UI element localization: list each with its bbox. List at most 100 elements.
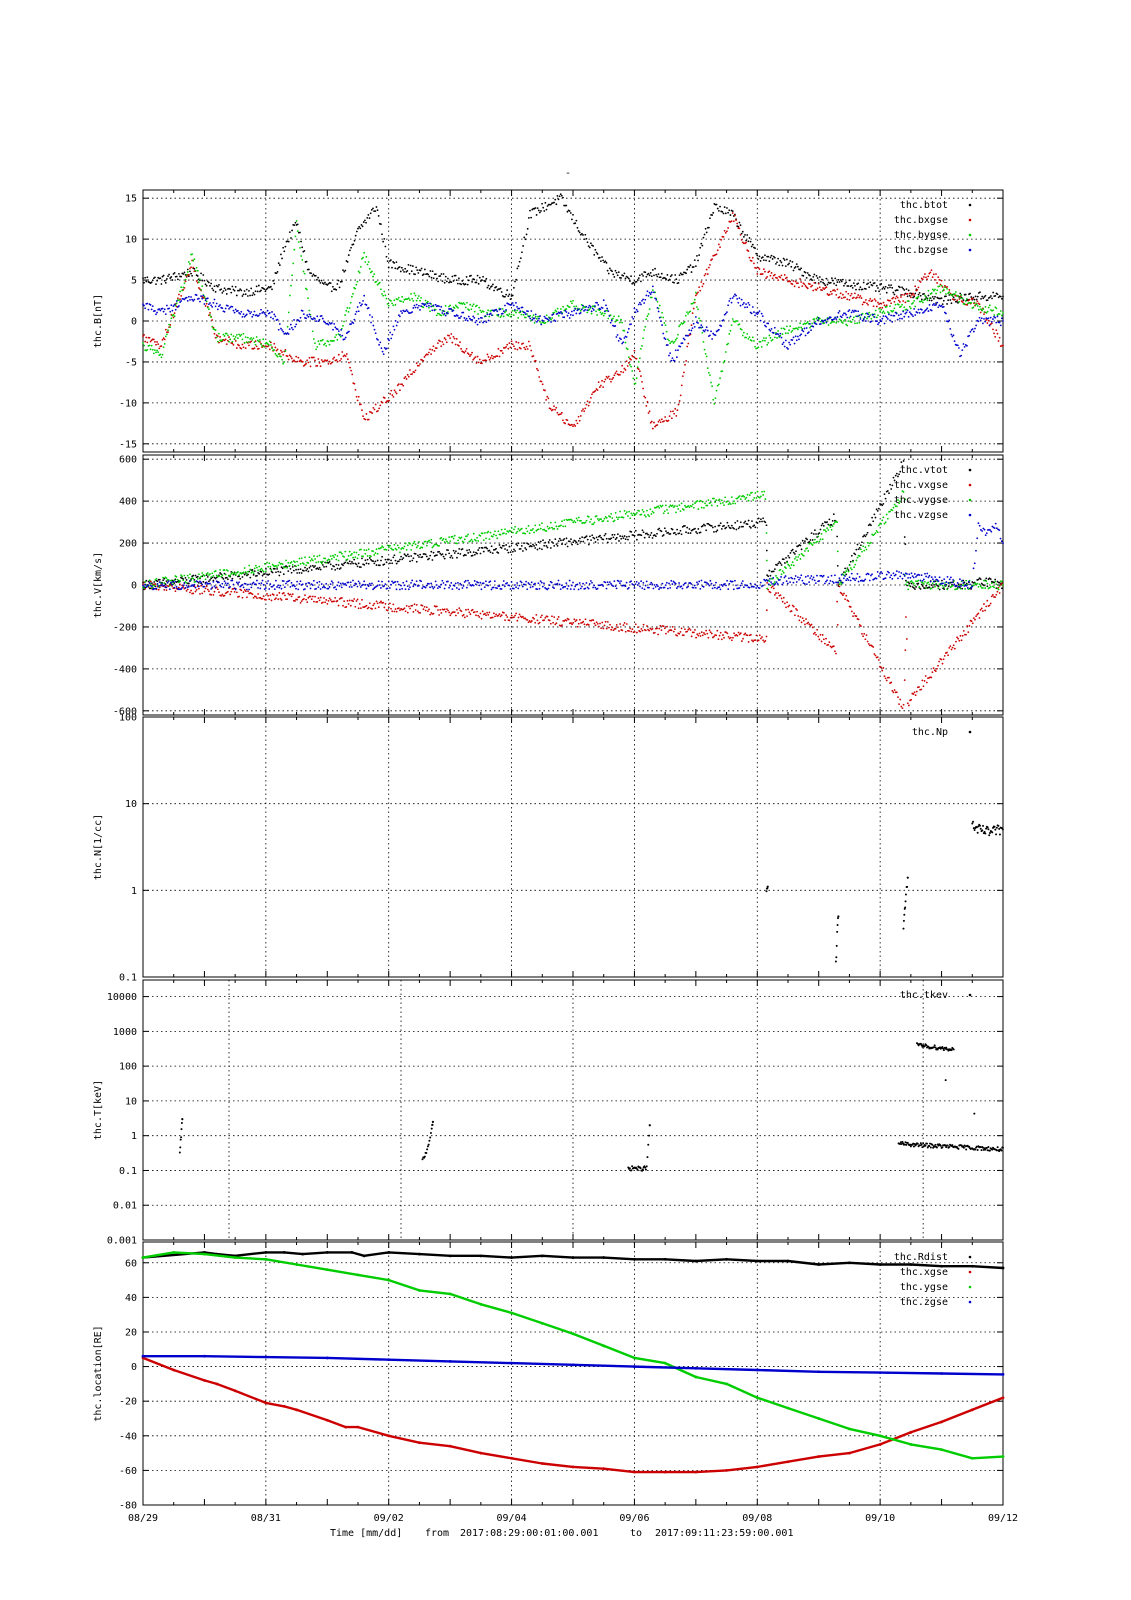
data-point — [924, 309, 927, 312]
data-point — [176, 297, 179, 300]
data-point — [978, 617, 981, 619]
data-point — [865, 533, 868, 536]
data-point — [172, 313, 175, 316]
data-point — [603, 312, 606, 315]
data-point — [884, 285, 887, 288]
data-point — [665, 330, 668, 333]
data-point — [621, 342, 624, 345]
data-point — [888, 492, 890, 495]
data-point — [744, 632, 747, 635]
data-point — [404, 610, 407, 613]
data-point — [761, 273, 764, 275]
data-point — [617, 271, 620, 274]
data-point — [601, 256, 603, 258]
data-point — [761, 339, 764, 342]
data-point — [441, 553, 444, 555]
data-point — [233, 311, 236, 314]
data-point — [858, 288, 861, 291]
data-point — [741, 303, 744, 306]
data-point — [811, 322, 814, 325]
data-point — [219, 336, 221, 338]
data-point — [594, 624, 597, 627]
data-point — [692, 631, 695, 634]
data-point — [463, 351, 466, 354]
data-point — [908, 305, 911, 308]
data-point — [240, 589, 243, 592]
data-point — [641, 344, 643, 347]
data-point — [263, 562, 266, 565]
data-point — [183, 298, 186, 301]
data-point — [482, 550, 485, 553]
data-point — [529, 345, 531, 347]
data-point — [372, 275, 374, 278]
data-point — [796, 328, 799, 331]
data-point — [146, 341, 149, 344]
data-point — [852, 316, 855, 319]
data-point — [296, 572, 299, 574]
data-point — [324, 342, 326, 345]
data-point — [345, 309, 348, 312]
data-point — [790, 331, 793, 333]
data-point — [917, 295, 920, 298]
data-point — [800, 267, 803, 270]
data-point — [522, 313, 525, 316]
data-point — [751, 256, 754, 259]
data-point — [621, 321, 624, 324]
data-point — [197, 287, 200, 289]
data-point — [337, 564, 340, 566]
data-point — [727, 636, 730, 638]
data-point — [223, 287, 226, 290]
data-point — [357, 310, 360, 313]
data-point — [773, 326, 776, 329]
data-point — [287, 333, 290, 335]
data-point — [708, 629, 711, 632]
data-point — [172, 316, 175, 319]
data-point — [241, 596, 244, 599]
data-point — [932, 667, 935, 670]
data-point — [967, 631, 970, 634]
data-point — [743, 633, 746, 636]
data-point — [272, 594, 275, 596]
data-point — [648, 308, 651, 311]
data-point — [850, 284, 853, 287]
data-point — [163, 342, 166, 345]
data-point — [800, 326, 803, 329]
data-point — [411, 265, 414, 267]
data-point — [238, 333, 240, 336]
data-point — [251, 339, 254, 341]
data-point — [670, 274, 673, 276]
data-point — [601, 312, 604, 314]
data-point — [439, 340, 441, 343]
data-point — [501, 312, 504, 315]
data-point — [322, 283, 325, 285]
data-point — [362, 221, 365, 223]
data-point — [265, 288, 268, 291]
data-point — [244, 293, 247, 296]
data-point — [407, 263, 410, 266]
data-point — [275, 349, 278, 352]
data-point — [472, 358, 475, 361]
data-point — [984, 320, 987, 323]
data-point — [316, 345, 319, 348]
data-point — [698, 254, 701, 257]
data-point — [261, 574, 264, 577]
data-point — [154, 341, 156, 343]
data-point — [868, 311, 871, 314]
data-point — [898, 317, 901, 320]
data-point — [889, 319, 891, 322]
data-point — [618, 540, 620, 542]
data-point — [625, 336, 628, 338]
data-point — [251, 593, 254, 596]
data-point — [835, 318, 838, 320]
data-point — [330, 568, 333, 570]
data-point — [870, 320, 873, 323]
data-point — [806, 538, 809, 541]
data-point — [630, 530, 633, 533]
data-point — [817, 317, 820, 319]
data-point — [231, 340, 234, 343]
data-point — [941, 579, 943, 582]
data-point — [854, 553, 857, 556]
data-point — [229, 288, 232, 291]
data-point — [461, 280, 464, 282]
data-point — [656, 627, 658, 630]
